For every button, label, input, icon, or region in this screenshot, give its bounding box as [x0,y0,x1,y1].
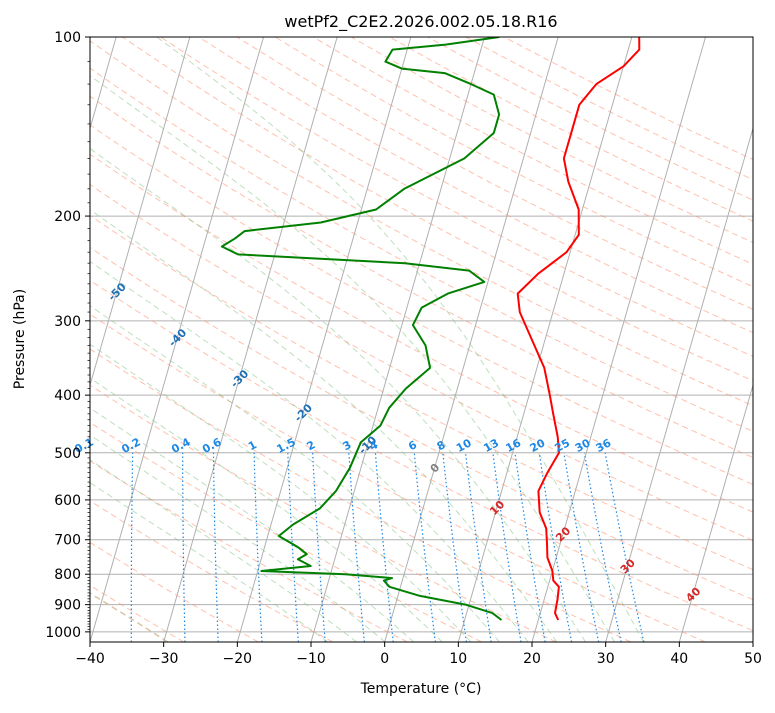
isotherm-gridline [606,37,775,642]
mixing-ratio-line [564,453,599,642]
dry-adiabat [199,37,775,642]
isotherm-label: 30 [618,556,638,576]
temperature-line [518,37,640,620]
chart-title: wetPf2_C2E2.2026.002.05.18.R16 [284,12,557,32]
mixing-ratio-line [349,453,365,642]
background-lines [0,37,775,642]
dry-adiabat [84,37,775,642]
x-tick-label: 20 [523,651,541,667]
isotherm-label: 0 [428,461,443,476]
isotherm-gridline [532,37,706,642]
isotherm-label: -50 [106,280,129,303]
isotherm-gridline [164,37,338,642]
mixing-ratio-line [131,453,132,642]
isotherm-gridline [311,37,485,642]
x-tick-label: 10 [449,651,467,667]
y-tick-label: 300 [54,314,81,330]
mixing-ratio-line [214,453,219,642]
x-tick-label: −30 [149,651,179,667]
mixing-ratio-line [584,453,621,642]
x-tick-label: 40 [670,651,688,667]
y-tick-label: 400 [54,388,81,404]
mixing-ratio-line [81,453,86,642]
y-tick-label: 900 [54,598,81,614]
isotherm-label: -60 [46,231,69,254]
isotherm-label: -20 [292,401,315,424]
dry-adiabat [0,37,705,642]
moist-adiabat [0,37,586,642]
y-tick-label: 800 [54,567,81,583]
moist-adiabat [38,37,615,642]
moist-adiabat [157,37,644,642]
dry-adiabat [0,37,631,642]
moist-adiabat [0,105,528,642]
mixing-ratio-label: 3 [341,438,354,453]
dry-adiabat [428,37,775,642]
mixing-ratio-label: 36 [594,436,614,455]
y-tick-label: 100 [54,30,81,46]
dry-adiabat [275,37,775,642]
y-tick-label: 600 [54,493,81,509]
mixing-ratio-line [466,453,492,642]
mixing-ratio-label: 16 [504,436,524,455]
dry-adiabat [237,37,775,642]
data-series [222,37,639,620]
y-tick-label: 500 [54,446,81,462]
y-tick-label: 200 [54,209,81,225]
y-tick-label: 700 [54,533,81,549]
dry-adiabat [0,37,556,642]
isotherm-gridline [753,37,775,642]
isotherm-label: -70 [0,177,11,200]
dry-adiabat [390,37,775,642]
dry-adiabat [466,37,775,642]
mixing-ratio-label: 13 [481,436,501,455]
y-tick-label: 1000 [45,625,81,641]
x-tick-label: 50 [744,651,762,667]
isotherm-gridline [679,37,775,642]
isotherm-gridline [237,37,411,642]
isotherm-gridline [16,37,190,642]
x-axis-label: Temperature (°C) [360,681,482,697]
dry-adiabat [122,37,775,642]
mixing-ratio-line [443,453,467,642]
x-tick-label: −20 [223,651,253,667]
y-axis-label: Pressure (hPa) [12,289,28,389]
mixing-ratio-label: 6 [406,438,419,453]
moist-adiabat [0,62,557,642]
mixing-ratio-line [183,453,185,642]
x-tick-label: 0 [380,651,389,667]
isotherm-label: 10 [487,498,507,518]
mixing-ratio-label: 10 [454,436,474,455]
x-tick-label: −10 [296,651,326,667]
x-tick-label: −40 [75,651,105,667]
mixing-ratio-label: 25 [552,436,572,455]
mixing-ratio-line [375,453,393,642]
mixing-ratio-line [515,453,545,642]
dry-adiabat [8,37,775,642]
moist-adiabat [0,289,328,642]
mixing-ratio-line [605,453,644,642]
dry-adiabat [0,37,482,642]
x-tick-label: 30 [597,651,615,667]
isotherm-gridline [458,37,632,642]
isotherm-label: -40 [166,326,189,349]
mixing-ratio-line [254,453,262,642]
dry-adiabat [161,37,775,642]
